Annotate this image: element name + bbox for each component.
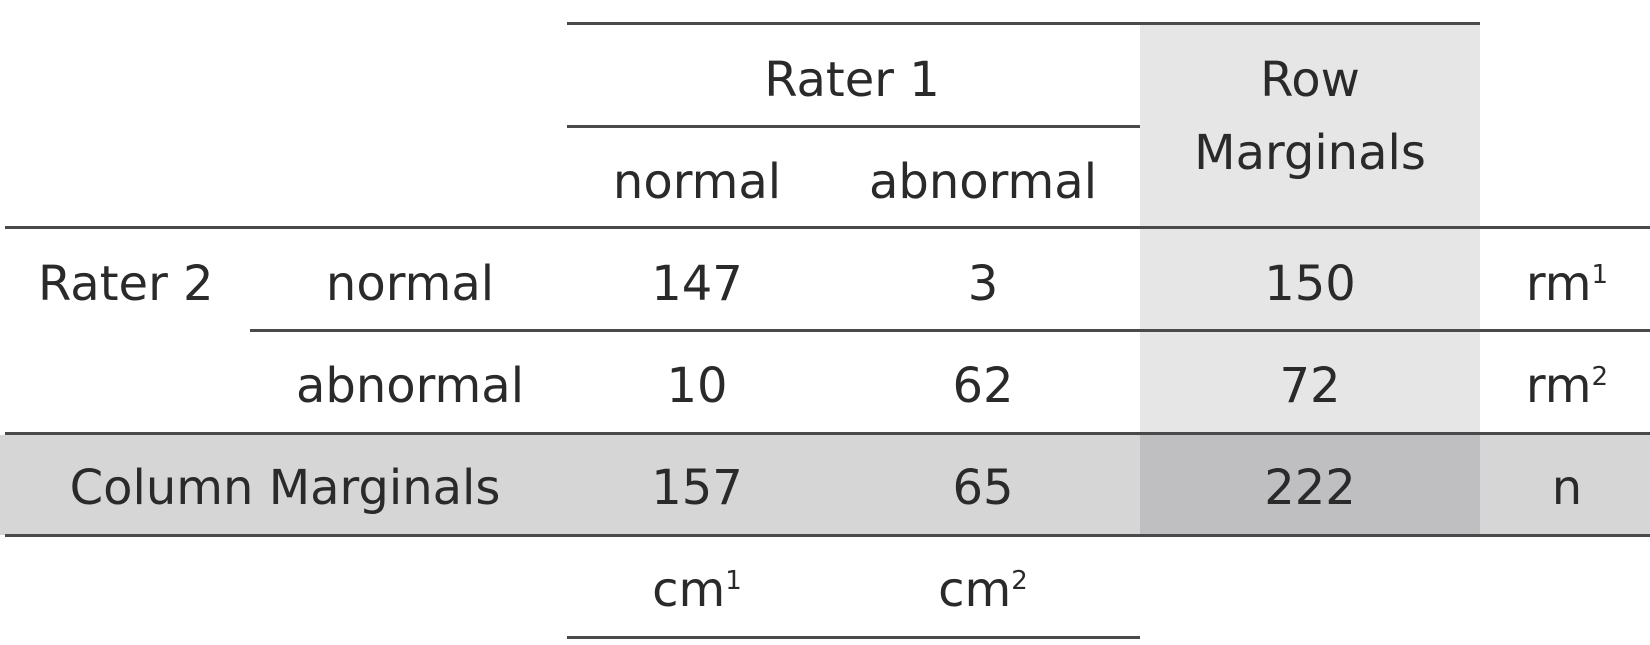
row-marginals-header-line1: Row bbox=[1260, 52, 1360, 108]
marginals-bottom-rule bbox=[5, 534, 1650, 537]
row-marginal-1: 150 bbox=[1264, 256, 1356, 312]
rater1-abnormal-header: abnormal bbox=[868, 154, 1098, 210]
row-marginal-2: 72 bbox=[1279, 358, 1341, 414]
cell-abnormal-normal: 10 bbox=[666, 358, 728, 414]
row-label-normal: normal bbox=[325, 256, 495, 312]
grand-total: 222 bbox=[1264, 460, 1356, 516]
top-rule bbox=[567, 22, 1480, 25]
row-marginal-symbol-1: rm1 bbox=[1526, 260, 1608, 308]
column-symbol-2-sup: 2 bbox=[1011, 566, 1028, 596]
row-marginal-symbol-2-base: rm bbox=[1525, 358, 1592, 414]
cell-normal-abnormal: 3 bbox=[967, 256, 999, 312]
grand-total-cell-shade bbox=[1140, 435, 1480, 535]
row-marginal-symbol-1-sup: 1 bbox=[1591, 260, 1609, 290]
column-symbol-1: cm1 bbox=[652, 566, 742, 614]
column-symbol-2: cm2 bbox=[938, 566, 1028, 614]
cell-normal-normal: 147 bbox=[651, 256, 743, 312]
row-marginal-symbol-2-sup: 2 bbox=[1591, 362, 1609, 392]
column-symbol-1-sup: 1 bbox=[725, 566, 742, 596]
rater2-row-group-label: Rater 2 bbox=[38, 256, 214, 312]
column-symbol-2-base: cm bbox=[938, 562, 1012, 618]
header-bottom-rule bbox=[5, 226, 1650, 229]
column-marginal-2: 65 bbox=[952, 460, 1014, 516]
column-marginals-label: Column Marginals bbox=[69, 460, 501, 516]
rater1-underline bbox=[567, 125, 1140, 128]
row-label-abnormal: abnormal bbox=[295, 358, 525, 414]
row-marginal-symbol-1-base: rm bbox=[1525, 256, 1592, 312]
rater1-header: Rater 1 bbox=[764, 52, 940, 108]
grand-total-symbol: n bbox=[1551, 460, 1583, 516]
rater1-normal-header: normal bbox=[612, 154, 782, 210]
table-bottom-rule bbox=[567, 636, 1140, 639]
body-bottom-rule bbox=[5, 432, 1650, 435]
row-marginals-column-shade bbox=[1140, 25, 1480, 435]
row-separator-rule bbox=[250, 329, 1650, 332]
column-symbol-1-base: cm bbox=[652, 562, 726, 618]
row-marginal-symbol-2: rm2 bbox=[1526, 362, 1608, 410]
cell-abnormal-abnormal: 62 bbox=[952, 358, 1014, 414]
row-marginals-header-line2: Marginals bbox=[1194, 125, 1426, 181]
column-marginal-1: 157 bbox=[651, 460, 743, 516]
